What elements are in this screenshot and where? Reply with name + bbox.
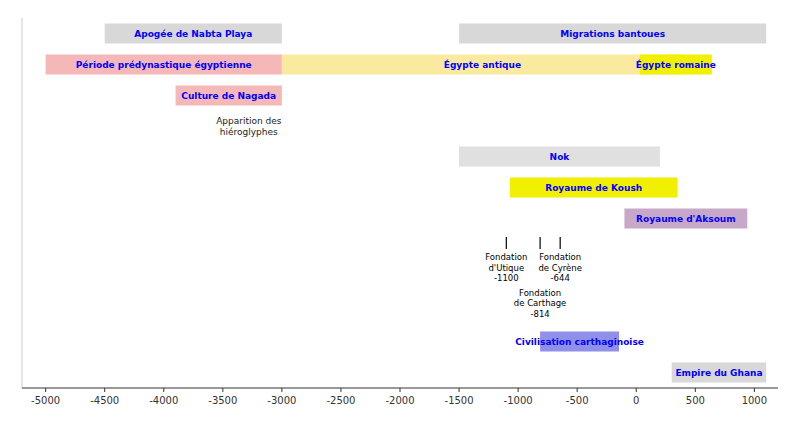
x-tick-label: -500	[566, 395, 589, 406]
bar-label: Royaume d'Aksoum	[636, 214, 736, 224]
timeline-bar	[459, 147, 660, 167]
x-tick	[518, 388, 519, 392]
bar-label: Migrations bantoues	[560, 29, 665, 39]
x-tick	[400, 388, 401, 392]
event-label: Fondationde Carthage-814	[514, 288, 567, 319]
x-tick-label: 1000	[742, 395, 767, 406]
timeline-bar	[46, 55, 282, 75]
bar-label: Culture de Nagada	[181, 91, 276, 101]
x-tick-label: -1000	[504, 395, 533, 406]
left-axis-line	[22, 18, 23, 388]
timeline-bar	[105, 24, 282, 44]
x-tick	[577, 388, 578, 392]
annotation: Apparition deshiéroglyphes	[216, 116, 282, 137]
timeline-bar	[672, 363, 767, 383]
x-tick	[754, 388, 755, 392]
event-label: Fondationd'Utique-1100	[485, 252, 527, 283]
timeline-bar	[510, 178, 678, 198]
x-tick-label: -2500	[326, 395, 355, 406]
x-tick	[695, 388, 696, 392]
x-tick-label: -3500	[208, 395, 237, 406]
event-line	[539, 237, 540, 249]
x-tick	[459, 388, 460, 392]
timeline-bar	[176, 86, 282, 106]
bar-label: Égypte antique	[444, 59, 521, 70]
x-tick	[45, 388, 46, 392]
bar-label: Nok	[550, 152, 571, 162]
event-label: Fondationde Cyrène-644	[538, 252, 581, 283]
timeline-bar	[624, 209, 747, 229]
x-tick	[281, 388, 282, 392]
bar-label: Période prédynastique égyptienne	[76, 60, 252, 70]
x-tick-label: -1500	[445, 395, 474, 406]
timeline-bar	[459, 24, 766, 44]
x-tick	[104, 388, 105, 392]
marks	[46, 24, 767, 383]
x-tick-label: -2000	[385, 395, 414, 406]
bar-label: Apogée de Nabta Playa	[134, 29, 252, 39]
event-line	[506, 237, 507, 249]
bar-label: Royaume de Koush	[545, 183, 642, 193]
bar-label: Civilisation carthaginoise	[515, 337, 644, 347]
x-tick-label: -4500	[90, 395, 119, 406]
labels: Apogée de Nabta Playa Migrations bantoues…	[76, 29, 763, 378]
timeline-bar	[282, 55, 683, 75]
event-line	[560, 237, 561, 249]
x-tick-label: -4000	[149, 395, 178, 406]
x-tick	[163, 388, 164, 392]
chart: Apogée de Nabta Playa Migrations bantoues…	[0, 0, 800, 425]
bar-label: Égypte romaine	[636, 59, 716, 70]
x-tick-label: -5000	[31, 395, 60, 406]
x-tick-label: 0	[633, 395, 639, 406]
bar-label: Empire du Ghana	[675, 368, 762, 378]
x-tick-label: -3000	[267, 395, 296, 406]
x-tick	[340, 388, 341, 392]
x-tick	[222, 388, 223, 392]
x-tick-label: 500	[686, 395, 705, 406]
x-tick	[636, 388, 637, 392]
